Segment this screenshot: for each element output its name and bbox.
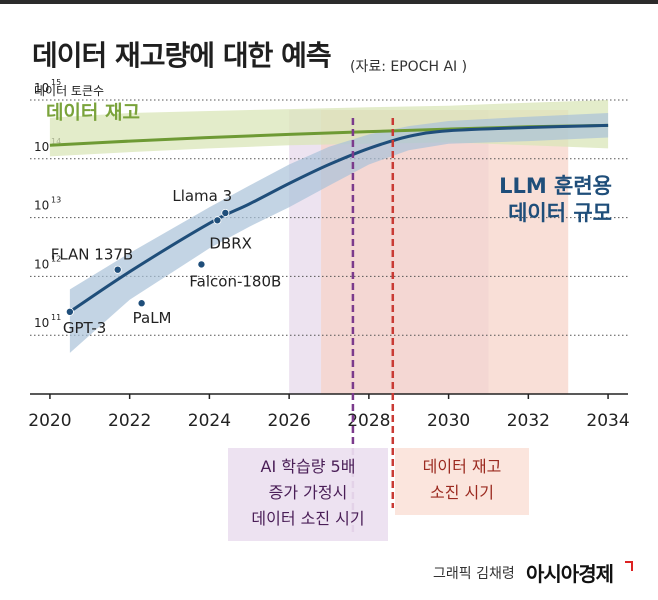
model-point-falcon-180b	[197, 260, 206, 269]
x-tick-label-2028: 2028	[347, 411, 390, 431]
y-tick-label-15: 10	[34, 81, 49, 95]
model-label-llama-3: Llama 3	[172, 187, 232, 205]
source-note: (자료: EPOCH AI )	[350, 59, 468, 75]
model-label-palm: PaLM	[133, 309, 172, 327]
model-label-gpt-3: GPT-3	[63, 319, 106, 337]
projection-label-1-line-2: 증가 가정시	[269, 483, 348, 502]
model-label-dbrx: DBRX	[209, 234, 252, 252]
model-label-falcon-180b: Falcon-180B	[189, 272, 281, 290]
top-rule	[0, 0, 658, 4]
x-tick-label-2034: 2034	[586, 411, 629, 431]
projection-label-2-line-2: 소진 시기	[430, 483, 494, 502]
x-tick-label-2032: 2032	[507, 411, 550, 431]
model-point-llama-3	[221, 208, 230, 217]
model-point-gpt-3	[65, 307, 74, 316]
brand-mark-icon	[625, 561, 633, 571]
projection-label-1-line-3: 데이터 소진 시기	[251, 509, 364, 528]
series-label-llm-line-2: 데이터 규모	[508, 201, 612, 225]
series-label-data-stock: 데이터 재고	[46, 102, 140, 124]
x-tick-label-2022: 2022	[108, 411, 151, 431]
x-tick-label-2024: 2024	[188, 411, 231, 431]
page-title: 데이터 재고량에 대한 예측	[32, 39, 332, 72]
model-point-dbrx	[213, 216, 222, 225]
y-tick-label-11: 10	[34, 316, 49, 330]
y-tick-exponent-11: 11	[51, 313, 61, 322]
series-line-2	[69, 123, 609, 314]
brand-logo: 아시아경제	[526, 562, 614, 586]
model-label-flan-137b: FLAN 137B	[51, 246, 134, 264]
projection-callout-1	[228, 448, 388, 541]
y-tick-label-12: 10	[34, 257, 49, 271]
y-tick-exponent-15: 15	[51, 78, 61, 87]
projection-callout-2	[395, 448, 529, 515]
projection-label-2-line-1: 데이터 재고	[423, 457, 502, 476]
graphic-credit: 그래픽 김채령	[433, 566, 515, 582]
series-label-llm-line-1: LLM 훈련용	[499, 174, 612, 198]
model-point-palm	[137, 299, 146, 308]
y-axis-label: 데이터 토큰수	[34, 84, 104, 98]
x-tick-label-2026: 2026	[268, 411, 311, 431]
model-point-flan-137b	[113, 265, 122, 274]
projection-label-1-line-1: AI 학습량 5배	[261, 457, 356, 476]
y-tick-exponent-12: 12	[51, 254, 61, 263]
x-tick-label-2030: 2030	[427, 411, 470, 431]
x-tick-label-2020: 2020	[28, 411, 71, 431]
y-tick-label-13: 10	[34, 199, 49, 213]
y-tick-exponent-13: 13	[51, 196, 61, 205]
y-tick-label-14: 10	[34, 140, 49, 154]
